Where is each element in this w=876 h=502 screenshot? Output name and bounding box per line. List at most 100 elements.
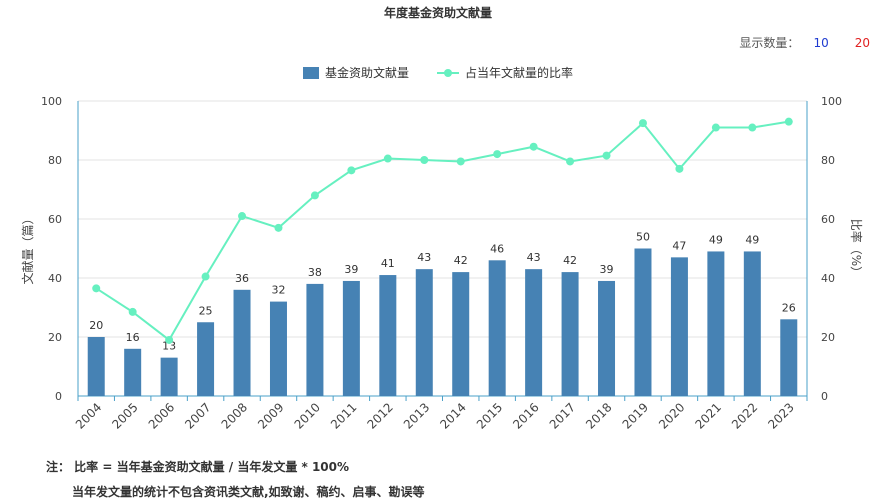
y-left-tick-label: 100 bbox=[41, 95, 62, 108]
y-right-tick-label: 100 bbox=[821, 95, 842, 108]
ratio-point bbox=[711, 123, 720, 132]
x-tick-label: 2014 bbox=[437, 400, 468, 431]
display-count-option-20[interactable]: 20 bbox=[854, 35, 870, 50]
legend-line-label: 占当年文献量的比率 bbox=[465, 66, 574, 80]
y-right-tick-label: 80 bbox=[821, 154, 835, 167]
bar bbox=[269, 301, 287, 396]
x-tick-label: 2016 bbox=[510, 400, 541, 431]
x-tick-label: 2007 bbox=[182, 400, 213, 431]
legend-item-bar[interactable]: 基金资助文献量 bbox=[302, 64, 409, 81]
bar bbox=[598, 280, 616, 396]
bar bbox=[306, 283, 324, 396]
legend-line-swatch bbox=[437, 67, 459, 79]
ratio-point bbox=[92, 284, 101, 293]
bar bbox=[707, 251, 725, 396]
ratio-point bbox=[347, 166, 356, 175]
x-tick-label: 2017 bbox=[547, 400, 578, 431]
x-tick-label: 2020 bbox=[656, 400, 687, 431]
bar-value-label: 32 bbox=[271, 284, 285, 297]
chart-title: 年度基金资助文献量 bbox=[383, 6, 492, 20]
ratio-point bbox=[420, 156, 429, 164]
ratio-point bbox=[602, 151, 611, 160]
bar bbox=[233, 289, 251, 396]
ratio-point bbox=[638, 119, 647, 128]
legend-bar-swatch bbox=[302, 66, 319, 79]
y-left-tick-label: 20 bbox=[48, 331, 62, 344]
x-tick-label: 2008 bbox=[219, 400, 250, 431]
y-left-tick-label: 80 bbox=[48, 154, 62, 167]
legend-item-line[interactable]: 占当年文献量的比率 bbox=[437, 64, 573, 81]
x-tick-label: 2004 bbox=[73, 400, 104, 431]
y-right-tick-label: 0 bbox=[821, 390, 828, 403]
x-tick-label: 2009 bbox=[255, 400, 286, 431]
ratio-point bbox=[165, 335, 174, 344]
ratio-point bbox=[456, 157, 465, 166]
x-tick-label: 2006 bbox=[146, 400, 177, 431]
y-right-tick-label: 40 bbox=[821, 272, 835, 285]
x-tick-label: 2010 bbox=[292, 400, 323, 431]
display-count-option-10[interactable]: 10 bbox=[813, 35, 829, 50]
y-left-tick-label: 0 bbox=[55, 390, 62, 403]
bar-value-label: 26 bbox=[782, 301, 796, 314]
bar bbox=[415, 269, 433, 396]
bar bbox=[561, 272, 579, 396]
display-count-label: 显示数量： bbox=[739, 36, 800, 50]
bar bbox=[780, 319, 798, 396]
x-tick-label: 2018 bbox=[583, 400, 614, 431]
ratio-point bbox=[128, 307, 137, 316]
ratio-line bbox=[95, 120, 789, 342]
bar-value-label: 43 bbox=[527, 251, 541, 264]
bar-value-label: 39 bbox=[344, 263, 358, 276]
note-formula: 注： 比率 = 当年基金资助文献量 / 当年发文量 * 100% bbox=[46, 460, 350, 474]
bar-value-label: 16 bbox=[126, 331, 140, 344]
y-left-tick-label: 60 bbox=[48, 213, 62, 226]
y-left-axis-title: 文献量（篇） bbox=[20, 212, 35, 284]
bar-value-label: 42 bbox=[454, 254, 468, 267]
ratio-point bbox=[529, 142, 538, 151]
bar-value-label: 49 bbox=[745, 233, 759, 246]
bar bbox=[87, 337, 105, 396]
x-tick-label: 2019 bbox=[620, 400, 651, 431]
bar bbox=[488, 260, 506, 396]
chart-legend: 基金资助文献量 占当年文献量的比率 bbox=[0, 64, 876, 81]
bar bbox=[197, 322, 215, 396]
y-right-tick-label: 60 bbox=[821, 213, 835, 226]
ratio-point bbox=[493, 150, 502, 159]
ratio-point bbox=[675, 164, 684, 173]
bar bbox=[634, 248, 652, 396]
legend-bar-label: 基金资助文献量 bbox=[324, 66, 409, 80]
bar bbox=[124, 348, 142, 396]
x-tick-label: 2021 bbox=[692, 400, 723, 431]
note-exclusion: 当年发文量的统计不包含资讯类文献,如致谢、稿约、启事、勘误等 bbox=[72, 485, 425, 499]
bar bbox=[670, 257, 688, 396]
bar-value-label: 41 bbox=[381, 257, 395, 270]
x-tick-label: 2011 bbox=[328, 400, 359, 431]
bar bbox=[160, 357, 178, 396]
bar-value-label: 20 bbox=[89, 319, 103, 332]
bar-value-label: 13 bbox=[162, 340, 176, 353]
bar-value-label: 38 bbox=[308, 266, 322, 279]
x-tick-label: 2023 bbox=[765, 400, 796, 431]
bar bbox=[452, 272, 470, 396]
ratio-point bbox=[310, 191, 319, 200]
x-tick-label: 2022 bbox=[729, 400, 760, 431]
bar-value-label: 43 bbox=[417, 251, 431, 264]
bar bbox=[525, 269, 543, 396]
ratio-point bbox=[784, 117, 793, 126]
ratio-point bbox=[238, 212, 247, 221]
x-tick-label: 2005 bbox=[109, 400, 140, 431]
y-right-axis-title: 比率（%） bbox=[849, 219, 864, 278]
bar-value-label: 50 bbox=[636, 231, 650, 244]
display-count-selector: 显示数量： 10 20 bbox=[739, 34, 870, 51]
bar-value-label: 47 bbox=[672, 239, 686, 252]
bar-value-label: 39 bbox=[600, 263, 614, 276]
x-tick-label: 2013 bbox=[401, 400, 432, 431]
ratio-point bbox=[274, 223, 283, 232]
bar bbox=[342, 280, 360, 396]
bar-value-label: 46 bbox=[490, 242, 504, 255]
bar bbox=[379, 275, 397, 396]
ratio-point bbox=[201, 272, 210, 281]
bar-value-label: 42 bbox=[563, 254, 577, 267]
bar-value-label: 25 bbox=[199, 304, 213, 317]
